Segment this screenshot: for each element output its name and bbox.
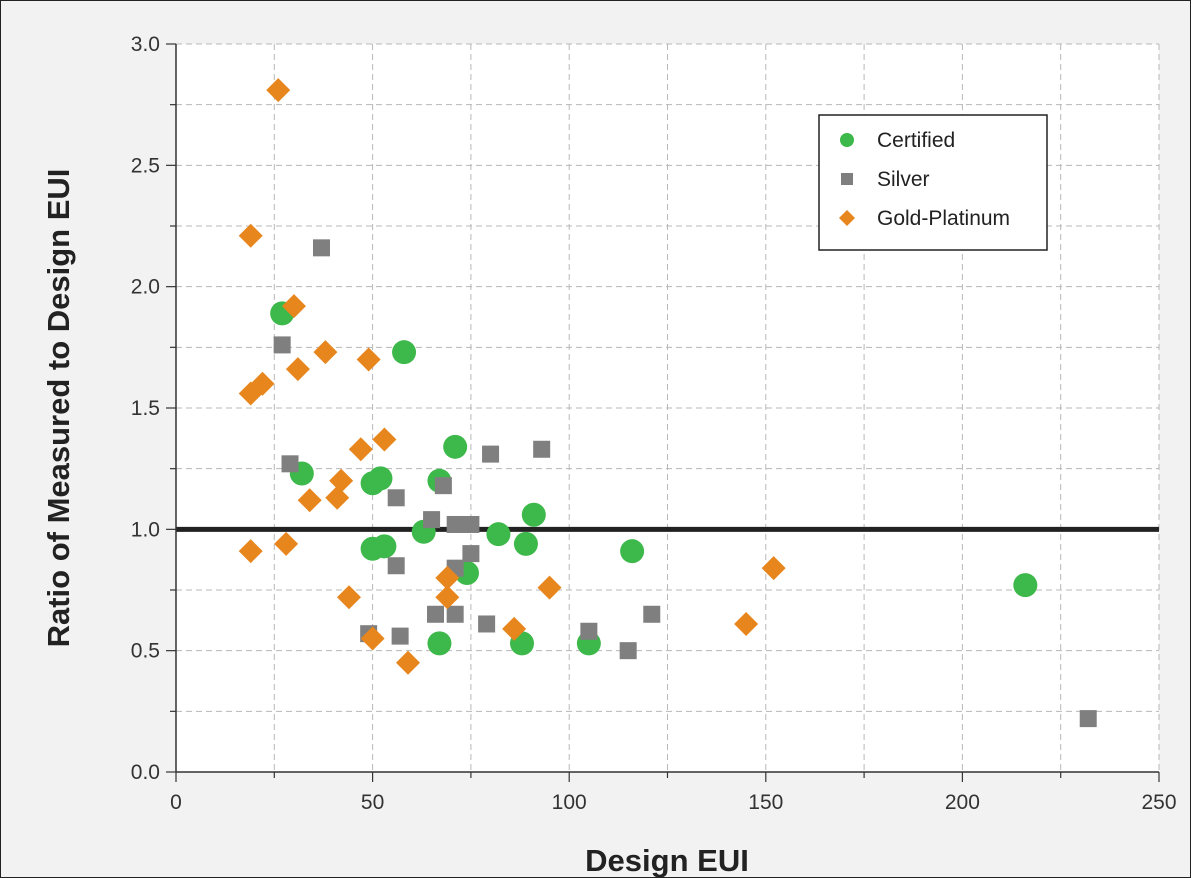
point-silver (273, 336, 291, 354)
point-certified (620, 539, 645, 564)
legend-label-gold-platinum: Gold-Platinum (877, 207, 1010, 230)
point-gold-platinum (537, 575, 562, 600)
x-tick-label: 150 (748, 791, 783, 814)
x-tick-label: 250 (1141, 791, 1176, 814)
point-gold-platinum (348, 437, 373, 462)
point-silver (312, 239, 330, 257)
point-certified (368, 466, 393, 491)
x-axis-title: Design EUI (585, 843, 749, 877)
point-certified (427, 631, 452, 656)
point-gold-platinum (238, 223, 263, 248)
point-gold-platinum (356, 347, 381, 372)
point-silver (423, 511, 441, 529)
point-silver (387, 557, 405, 575)
point-silver (619, 642, 637, 660)
axes (166, 43, 1160, 782)
y-tick-labels: 0.0 0.5 1.0 1.5 2.0 2.5 3.0 (131, 33, 160, 784)
point-silver (446, 605, 464, 623)
point-certified (521, 502, 546, 527)
legend-marker-certified (840, 133, 854, 147)
x-tick-labels: 0 50 100 150 200 250 (170, 791, 1176, 814)
legend: Certified Silver Gold-Platinum (818, 114, 1048, 251)
point-certified (486, 522, 511, 547)
point-silver (462, 545, 480, 563)
x-tick-label: 50 (361, 791, 384, 814)
point-gold-platinum (761, 556, 786, 581)
point-gold-platinum (297, 488, 322, 513)
point-silver (1079, 710, 1097, 728)
point-silver (478, 615, 496, 633)
point-silver (387, 489, 405, 507)
y-tick-label: 1.5 (131, 397, 160, 420)
point-gold-platinum (502, 616, 527, 641)
legend-label-certified: Certified (877, 129, 955, 152)
point-silver (462, 515, 480, 533)
point-silver (434, 477, 452, 495)
legend-marker-gold-platinum (839, 210, 855, 226)
y-tick-label: 0.0 (131, 761, 160, 784)
point-gold-platinum (360, 626, 385, 651)
point-silver (643, 605, 661, 623)
point-silver (580, 622, 598, 640)
point-gold-platinum (238, 539, 263, 564)
point-gold-platinum (435, 585, 460, 610)
point-gold-platinum (285, 357, 310, 382)
point-gold-platinum (274, 531, 299, 556)
x-tick-label: 200 (945, 791, 980, 814)
y-tick-label: 2.5 (131, 154, 160, 177)
point-certified (1013, 573, 1038, 598)
point-silver (281, 455, 299, 473)
point-silver (533, 440, 551, 458)
point-gold-platinum (266, 78, 291, 103)
point-certified (372, 534, 397, 559)
point-gold-platinum (238, 381, 263, 406)
x-tick-label: 100 (552, 791, 587, 814)
y-tick-label: 2.0 (131, 276, 160, 299)
legend-marker-silver (841, 173, 853, 185)
data-points (238, 78, 1097, 728)
point-certified (443, 434, 468, 459)
point-gold-platinum (325, 485, 350, 510)
point-gold-platinum (734, 611, 759, 636)
point-gold-platinum (372, 427, 397, 452)
point-gold-platinum (395, 650, 420, 675)
point-silver (482, 445, 500, 463)
point-gold-platinum (329, 468, 354, 493)
legend-label-silver: Silver (877, 168, 930, 191)
point-silver (446, 515, 464, 533)
point-gold-platinum (337, 585, 362, 610)
point-certified (392, 340, 417, 365)
point-certified (513, 531, 538, 556)
legend-box (818, 114, 1048, 251)
x-tick-label: 0 (170, 791, 182, 814)
y-axis-title: Ratio of Measured to Design EUI (41, 169, 76, 648)
y-tick-label: 3.0 (131, 33, 160, 56)
point-silver (427, 605, 445, 623)
point-silver (391, 627, 409, 645)
point-gold-platinum (435, 565, 460, 590)
y-tick-label: 0.5 (131, 640, 160, 663)
y-tick-label: 1.0 (131, 518, 160, 541)
point-gold-platinum (281, 294, 306, 319)
point-gold-platinum (313, 340, 338, 365)
